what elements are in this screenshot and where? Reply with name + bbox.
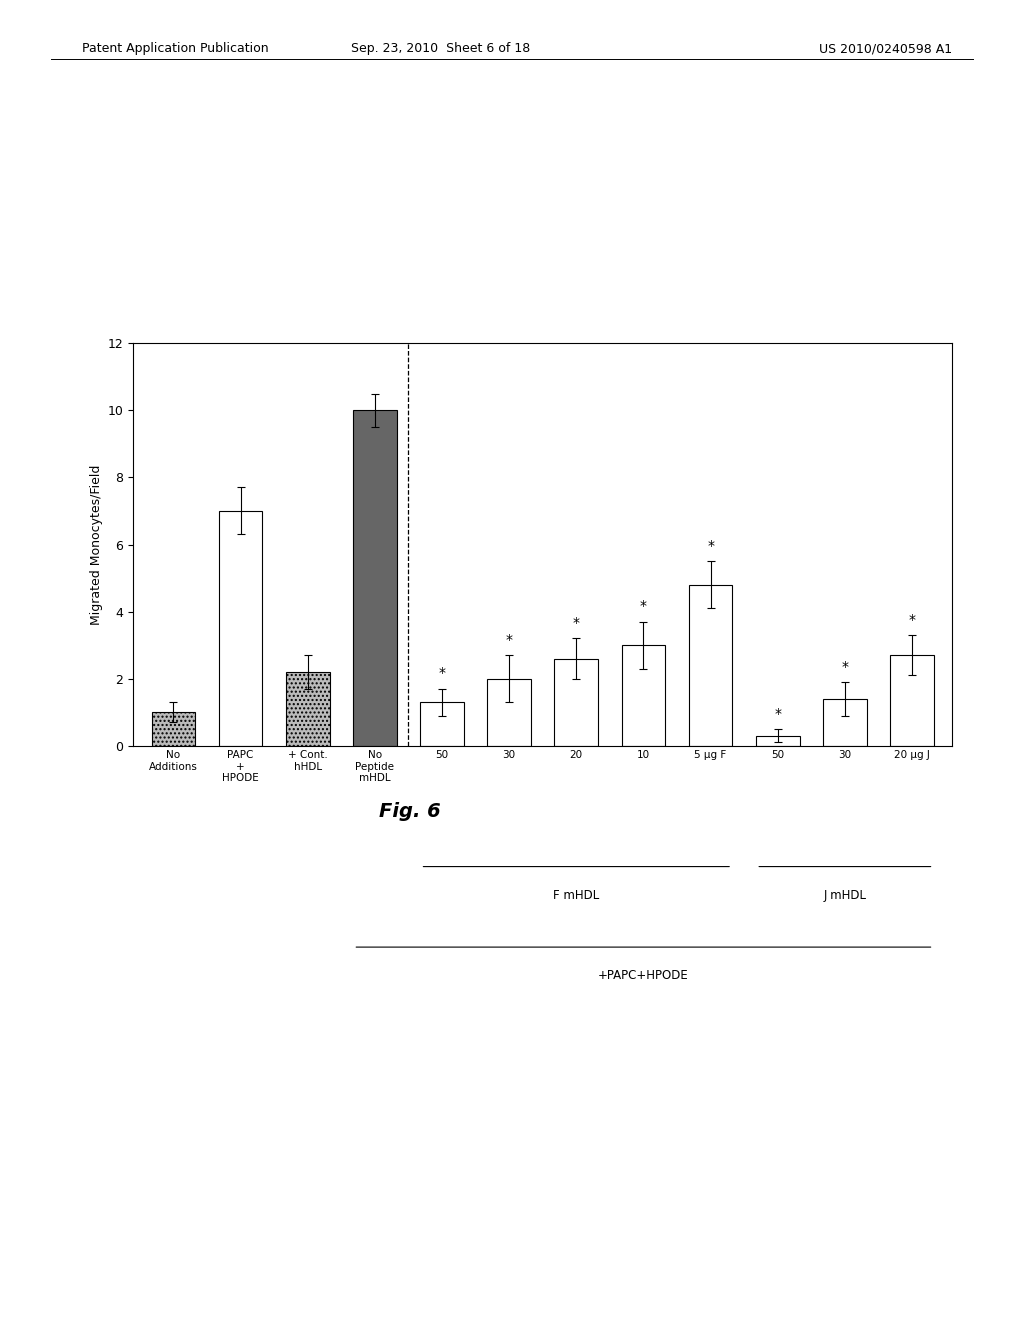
Text: US 2010/0240598 A1: US 2010/0240598 A1 bbox=[819, 42, 952, 55]
Text: *: * bbox=[506, 632, 513, 647]
Text: Sep. 23, 2010  Sheet 6 of 18: Sep. 23, 2010 Sheet 6 of 18 bbox=[350, 42, 530, 55]
Bar bbox=[152, 713, 196, 746]
Bar bbox=[756, 735, 800, 746]
Bar bbox=[353, 411, 396, 746]
Y-axis label: Migrated Monocytes/Field: Migrated Monocytes/Field bbox=[90, 465, 103, 624]
Bar bbox=[890, 655, 934, 746]
Bar bbox=[286, 672, 330, 746]
Text: *: * bbox=[842, 660, 848, 673]
Bar bbox=[487, 678, 531, 746]
Bar bbox=[823, 698, 866, 746]
Bar bbox=[554, 659, 598, 746]
Text: *: * bbox=[572, 616, 580, 630]
Bar bbox=[622, 645, 666, 746]
Text: *: * bbox=[774, 706, 781, 721]
Text: *: * bbox=[908, 612, 915, 627]
Text: +PAPC+HPODE: +PAPC+HPODE bbox=[598, 969, 689, 982]
Text: F mHDL: F mHDL bbox=[553, 888, 599, 902]
Text: J mHDL: J mHDL bbox=[823, 888, 866, 902]
Bar bbox=[420, 702, 464, 746]
Text: *: * bbox=[438, 667, 445, 680]
Text: *: * bbox=[708, 539, 714, 553]
Text: Fig. 6: Fig. 6 bbox=[379, 803, 440, 821]
Bar bbox=[689, 585, 732, 746]
Text: *: * bbox=[640, 599, 647, 614]
Bar bbox=[219, 511, 262, 746]
Text: Patent Application Publication: Patent Application Publication bbox=[82, 42, 268, 55]
